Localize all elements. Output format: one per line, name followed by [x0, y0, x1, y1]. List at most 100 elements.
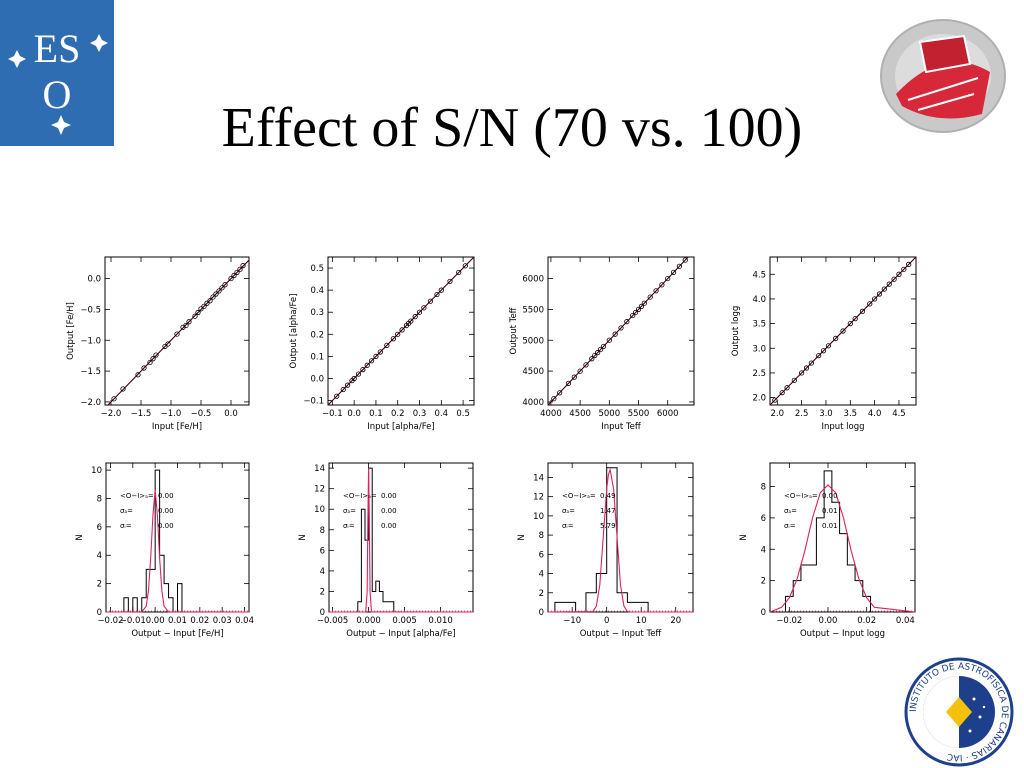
y-axis-label: N	[298, 534, 308, 540]
x-tick-label: 2.0	[771, 409, 785, 419]
panel-5: −0.02−0.01 0.00 0.01 0.02 0.03 0.040246810Out…	[75, 462, 254, 639]
data-point	[670, 269, 677, 275]
y-tick-label: 4.5	[752, 270, 766, 280]
data-point	[438, 287, 444, 293]
x-tick-label: 0.04	[235, 616, 254, 626]
data-point	[416, 309, 423, 315]
stat-label: σᵢ=	[784, 522, 796, 530]
y-axis-label: N	[739, 534, 749, 540]
data-point	[240, 263, 246, 269]
x-axis-label: Input logg	[821, 422, 864, 432]
stat-label: <O−I>ₐ=	[784, 492, 818, 500]
data-point	[847, 320, 853, 327]
y-tick-label: 2.5	[752, 369, 766, 379]
stat-label: σₐ=	[120, 507, 133, 515]
data-point	[624, 319, 630, 325]
data-point	[234, 269, 240, 276]
y-tick-label: −0.5	[80, 305, 101, 315]
identity-line	[327, 256, 475, 406]
y-tick-label: 3.0	[752, 344, 766, 354]
data-point	[462, 263, 468, 269]
data-point	[653, 288, 659, 294]
data-point	[192, 313, 198, 319]
x-tick-label: −1.0	[161, 409, 182, 419]
data-point	[399, 327, 405, 333]
data-point	[630, 312, 636, 319]
data-point	[583, 362, 589, 368]
y-tick-label: 4	[97, 551, 102, 561]
panel-8: −0.02 0.00 0.02 0.04 0 2 4 6 8 Output − Input log…	[739, 462, 916, 639]
y-tick-label: 0.0	[310, 374, 324, 384]
x-tick-label: 5000	[598, 409, 620, 419]
y-tick-label: 10	[314, 505, 325, 515]
plot-frame	[328, 462, 474, 613]
y-tick-label: 2	[761, 577, 766, 587]
data-point	[565, 380, 572, 386]
data-point	[859, 308, 866, 314]
plot-frame	[327, 256, 475, 406]
x-tick-label: −1.5	[131, 409, 152, 419]
data-point	[881, 286, 887, 292]
stat-label: σₐ=	[562, 507, 575, 515]
x-tick-label: 2.5	[795, 409, 809, 419]
data-point	[153, 352, 159, 358]
y-tick-label: 5500	[522, 305, 544, 315]
y-tick-label: 4000	[522, 398, 544, 408]
x-tick-label: 0.000	[356, 616, 380, 626]
x-tick-label: 4.0	[868, 409, 882, 419]
data-point	[334, 393, 340, 399]
y-tick-label: 6	[761, 514, 766, 524]
y-axis-label: N	[75, 534, 85, 540]
y-tick-label: 4	[320, 567, 325, 577]
panel-4: 2.0 2.5 3.0 3.5 4.0 4.5 2.0 2.5 3.0 3.5 4.0 4.5 Inpu…	[731, 256, 917, 432]
y-tick-label: 0	[761, 608, 766, 618]
y-tick-label: 0	[320, 608, 325, 618]
y-tick-label: 0.0	[87, 275, 101, 285]
stat-value: 0.00	[158, 507, 174, 515]
stat-label: σₐ=	[784, 507, 797, 515]
data-point	[395, 331, 401, 337]
x-axis-label: Input [alpha/Fe]	[367, 422, 434, 432]
data-point	[612, 331, 618, 337]
x-tick-label: 0.5	[456, 409, 470, 419]
plot-frame	[547, 256, 695, 406]
data-point	[150, 356, 156, 362]
x-tick-label: 3.5	[844, 409, 858, 419]
data-point	[210, 294, 216, 300]
x-tick-label: 4500	[569, 409, 591, 419]
data-point	[772, 397, 778, 403]
y-tick-label: −2.0	[80, 398, 101, 408]
stat-label: σᵢ=	[562, 522, 574, 530]
x-tick-label: 3.0	[819, 409, 833, 419]
stat-value: 0.00	[158, 522, 174, 530]
stat-label: σᵢ=	[343, 522, 355, 530]
data-point	[195, 309, 201, 316]
data-point	[901, 266, 907, 272]
data-point	[427, 298, 434, 304]
stat-label: σᵢ=	[120, 522, 132, 530]
data-point	[207, 298, 213, 304]
data-point	[412, 314, 418, 320]
x-tick-label: 0.2	[391, 409, 405, 419]
data-point	[557, 390, 563, 396]
data-point	[867, 301, 873, 307]
data-point	[896, 271, 902, 277]
data-point	[659, 282, 665, 288]
y-tick-label: 8	[761, 483, 766, 493]
y-tick-label: 12	[314, 485, 325, 495]
stat-label: <O−I>ₐ=	[343, 492, 377, 500]
iac-logo: INSTITUTO DE ASTROFISICA DE CANARIAS · I…	[904, 657, 1014, 767]
x-tick-label: 4000	[540, 409, 562, 419]
y-tick-label: 2.0	[752, 394, 766, 404]
x-tick-label: −0.02	[97, 616, 123, 626]
x-axis-label: Input Teff	[601, 422, 642, 432]
data-point	[355, 371, 362, 377]
stat-value: 0.00	[158, 492, 174, 500]
data-point	[592, 352, 598, 359]
data-point	[833, 335, 839, 341]
x-tick-label: −0.01	[120, 616, 146, 626]
gaussian-fit	[328, 468, 474, 613]
x-tick-label: 0.1	[369, 409, 383, 419]
data-point	[219, 285, 225, 291]
